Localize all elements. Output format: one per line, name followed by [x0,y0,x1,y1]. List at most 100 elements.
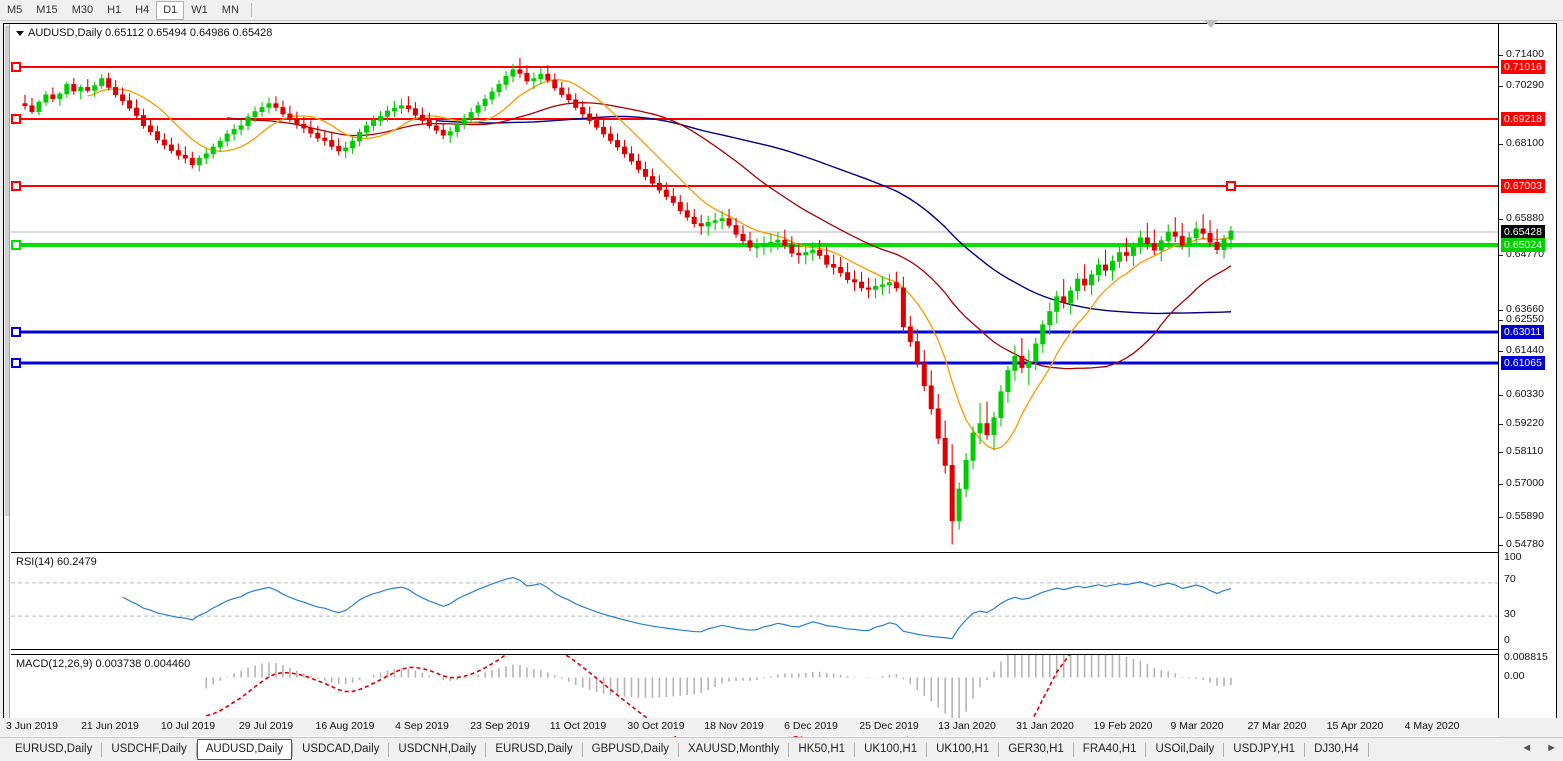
macd-tick-label: 0.00 [1504,670,1525,682]
macd-chart-svg [205,655,1232,737]
tab-separator [195,742,197,757]
tab-eurusd-daily[interactable]: EURUSD,Daily [495,743,573,755]
price-marker-0.67003[interactable]: 0.67003 [1501,179,1545,193]
time-axis-label: 25 Dec 2019 [859,720,919,732]
price-tick-mark [1499,545,1503,546]
price-tick-mark [1499,310,1503,311]
timeframe-m30[interactable]: M30 [71,3,94,16]
price-tick-label: 0.54780 [1506,538,1544,550]
tab-dj30-h4[interactable]: DJ30,H4 [1314,743,1359,755]
tab-xauusd-monthly[interactable]: XAUUSD,Monthly [688,743,780,755]
chart-tabs: EURUSD,Daily USDCHF,Daily AUDUSD,Daily USDC… [6,738,1369,761]
price-tick-mark [1499,86,1503,87]
tab-next-icon[interactable]: ► [1546,742,1557,754]
tab-hk50-h1[interactable]: HK50,H1 [798,743,846,755]
time-axis-label: 21 Jun 2019 [81,720,139,732]
tab-usoil-daily[interactable]: USOil,Daily [1155,743,1215,755]
price-marker-0.63011[interactable]: 0.63011 [1501,325,1545,339]
time-axis-label: 11 Oct 2019 [549,720,607,732]
time-axis-label: 4 Sep 2019 [395,720,449,732]
toolbar-separator [250,3,252,17]
tab-separator [1223,742,1225,757]
price-marker-0.61065[interactable]: 0.61065 [1501,356,1545,370]
price-tick-mark [1499,395,1503,396]
price-tick-label: 0.63660 [1506,303,1544,315]
price-tick-mark [1499,517,1503,518]
price-tick-label: 0.61440 [1506,344,1544,356]
timeframe-w1[interactable]: W1 [191,3,208,16]
price-marker-0.71016[interactable]: 0.71016 [1501,60,1545,74]
timeframe-h1[interactable]: H1 [107,3,122,16]
tab-separator [998,742,1000,757]
time-axis-label: 27 Mar 2020 [1247,720,1307,732]
time-axis-label: 9 Mar 2020 [1170,720,1224,732]
price-scale[interactable]: 0.71400 0.70290 0.68100 0.65880 0.64770 0.636… [1498,24,1556,735]
rsi-tick-label: 100 [1504,551,1522,563]
tab-ger30-h1[interactable]: GER30,H1 [1008,743,1064,755]
price-tick-label: 0.58110 [1506,445,1544,457]
price-tick-label: 0.70290 [1506,79,1544,91]
timeframe-toolbar: M5 M15 M30 H1 H4 D1 W1 MN [0,0,1563,21]
tab-eurusd-daily[interactable]: EURUSD,Daily [15,743,93,755]
timeframe-mn[interactable]: MN [221,3,239,16]
plot-area: AUDUSD,Daily 0.65112 0.65494 0.64986 0.6… [11,24,1556,737]
rsi-panel[interactable]: RSI(14) 60.2479 [11,552,1500,650]
time-axis-label: 18 Nov 2019 [704,720,764,732]
tab-separator [1072,742,1074,757]
price-marker-0.65428[interactable]: 0.65428 [1501,225,1545,239]
tab-separator [1367,742,1369,757]
tab-usdcad-daily[interactable]: USDCAD,Daily [302,743,380,755]
price-tick-mark [1499,320,1503,321]
tab-usdchf-daily[interactable]: USDCHF,Daily [111,743,187,755]
tab-separator [1304,742,1306,757]
tab-usdcnh-daily[interactable]: USDCNH,Daily [398,743,477,755]
price-tick-label: 0.57000 [1506,477,1544,489]
timeframe-m5[interactable]: M5 [7,3,23,16]
price-marker-0.69218[interactable]: 0.69218 [1501,112,1545,126]
price-tick-mark [1499,484,1503,485]
tab-separator [788,742,790,757]
tab-separator [854,742,856,757]
time-axis-label: 4 May 2020 [1404,720,1460,732]
vertical-scroll-gutter[interactable] [4,24,10,732]
time-axis-label: 16 Aug 2019 [315,720,375,732]
scroll-thumb[interactable] [5,26,9,516]
price-tick-label: 0.55890 [1506,510,1544,522]
tab-separator [292,742,294,757]
tab-uk100-h1[interactable]: UK100,H1 [936,743,990,755]
price-tick-mark [1499,219,1503,220]
price-chart-svg [11,57,1500,545]
tab-nav: ◄ ► [1521,742,1557,754]
time-axis-label: 13 Jan 2020 [938,720,996,732]
tab-prev-icon[interactable]: ◄ [1521,742,1533,754]
time-axis-label: 23 Sep 2019 [470,720,530,732]
tab-separator [388,742,390,757]
timeframe-m15[interactable]: M15 [36,3,58,16]
tab-separator [101,742,103,757]
tab-gbpusd-daily[interactable]: GBPUSD,Daily [591,743,669,755]
tab-separator [1145,742,1147,757]
tab-usdjpy-h1[interactable]: USDJPY,H1 [1233,743,1296,755]
time-axis-label: 29 Jul 2019 [238,720,294,732]
price-tick-label: 0.59220 [1506,417,1544,429]
time-axis-label: 19 Feb 2020 [1093,720,1153,732]
tab-uk100-h1[interactable]: UK100,H1 [864,743,918,755]
rsi-tick-label: 0 [1504,634,1510,646]
tab-audusd-daily[interactable]: AUDUSD,Daily [196,739,293,760]
chevron-down-icon[interactable] [16,30,24,36]
time-axis-label: 10 Jul 2019 [160,720,216,732]
price-panel[interactable]: AUDUSD,Daily 0.65112 0.65494 0.64986 0.6… [11,24,1500,548]
time-axis-label: 31 Jan 2020 [1016,720,1074,732]
macd-label: MACD(12,26,9) 0.003738 0.004460 [16,658,191,670]
timeframe-h4[interactable]: H4 [135,3,150,16]
tab-separator [678,742,679,757]
rsi-tick-label: 70 [1504,573,1516,585]
time-axis-label: 6 Dec 2019 [784,720,838,732]
price-tick-label: 0.68100 [1506,137,1544,149]
price-marker-0.65024[interactable]: 0.65024 [1501,238,1545,252]
tab-fra40-h1[interactable]: FRA40,H1 [1082,743,1137,755]
timeframe-d1[interactable]: D1 [156,0,185,20]
chart-header-text: AUDUSD,Daily 0.65112 0.65494 0.64986 0.6… [28,27,273,39]
chart-tabs-bar: EURUSD,Daily USDCHF,Daily AUDUSD,Daily USDC… [0,737,1563,761]
price-tick-mark [1499,424,1503,425]
